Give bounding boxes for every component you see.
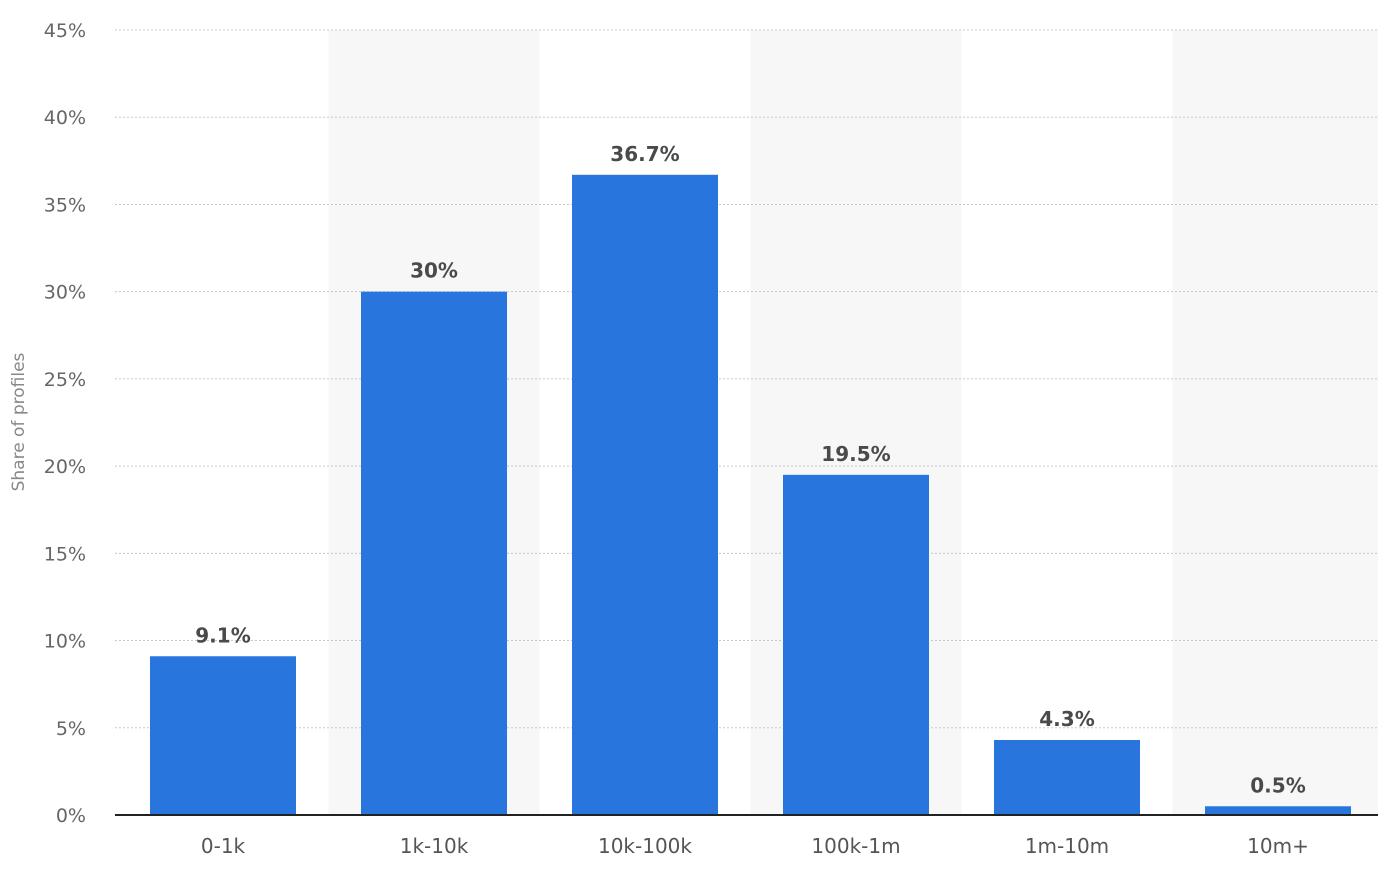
y-tick-label: 25% xyxy=(44,369,86,391)
x-tick-label: 0-1k xyxy=(201,834,246,858)
y-tick-label: 40% xyxy=(44,107,86,129)
bar xyxy=(1205,806,1351,815)
data-label: 19.5% xyxy=(821,442,890,466)
data-label: 36.7% xyxy=(610,142,679,166)
x-tick-label: 10k-100k xyxy=(598,834,692,858)
y-tick-label: 0% xyxy=(56,805,86,827)
y-axis-title: Share of profiles xyxy=(9,352,29,491)
bar xyxy=(783,474,929,815)
data-label: 9.1% xyxy=(195,623,250,647)
y-tick-label: 45% xyxy=(44,20,86,42)
y-tick-label: 15% xyxy=(44,543,86,565)
bars xyxy=(150,174,1351,816)
x-tick-label: 1m-10m xyxy=(1025,834,1109,858)
category-labels: 0-1k 1k-10k 10k-100k 100k-1m 1m-10m 10m+ xyxy=(201,834,1309,858)
data-label: 30% xyxy=(410,259,458,283)
x-tick-label: 1k-10k xyxy=(400,834,469,858)
y-tick-label: 20% xyxy=(44,456,86,478)
value-labels: 9.1% 30% 36.7% 19.5% 4.3% 0.5% xyxy=(195,142,1305,797)
bar xyxy=(150,656,296,815)
data-label: 4.3% xyxy=(1039,707,1094,731)
y-tick-label: 30% xyxy=(44,282,86,304)
alternating-bands xyxy=(328,30,1378,815)
bar xyxy=(994,739,1140,815)
y-tick-label: 35% xyxy=(44,194,86,216)
bar xyxy=(572,174,718,816)
y-tick-label: 10% xyxy=(44,631,86,653)
y-axis-ticks: 0% 5% 10% 15% 20% 25% 30% 35% 40% 45% xyxy=(44,20,86,827)
y-tick-label: 5% xyxy=(56,718,86,740)
x-tick-label: 100k-1m xyxy=(811,834,900,858)
background-band xyxy=(1172,30,1378,815)
bar xyxy=(361,291,507,816)
data-label: 0.5% xyxy=(1250,773,1305,797)
x-tick-label: 10m+ xyxy=(1247,834,1309,858)
gridlines xyxy=(115,29,1378,729)
